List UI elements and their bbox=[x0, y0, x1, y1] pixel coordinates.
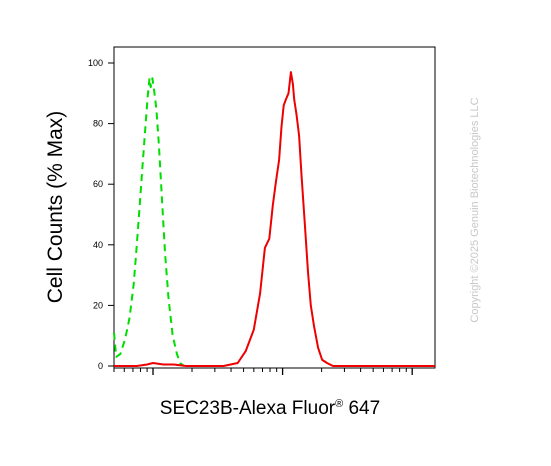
y-axis-label: Cell Counts (% Max) bbox=[44, 111, 67, 304]
copyright-watermark: Copyright ©2025 Genuin Biotechnologies L… bbox=[469, 97, 481, 322]
y-tick-label: 40 bbox=[93, 240, 103, 250]
y-tick-label: 80 bbox=[93, 119, 103, 129]
x-axis-ticks bbox=[113, 368, 413, 375]
series-layer bbox=[113, 71, 435, 367]
y-tick-label: 100 bbox=[88, 58, 103, 68]
x-axis-label-suffix: 647 bbox=[343, 398, 380, 419]
stained-histogram-line bbox=[114, 71, 435, 367]
y-tick-label: 20 bbox=[93, 300, 103, 310]
plot-frame bbox=[113, 46, 436, 369]
y-tick-label: 60 bbox=[93, 179, 103, 189]
x-axis-label-superscript: ® bbox=[335, 398, 343, 410]
x-axis-label: SEC23B-Alexa Fluor® 647 bbox=[160, 398, 380, 419]
y-axis-ticks: 0 20 40 60 80 100 bbox=[88, 58, 114, 371]
y-tick-label: 0 bbox=[98, 361, 103, 371]
control-histogram-line bbox=[113, 77, 185, 367]
x-axis-label-main: SEC23B-Alexa Fluor bbox=[160, 398, 336, 419]
